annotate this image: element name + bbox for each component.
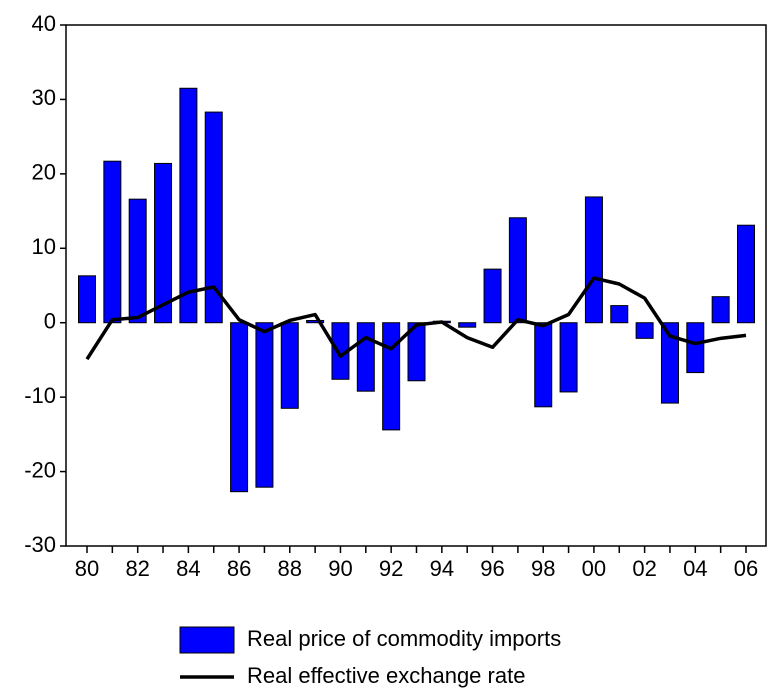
y-tick-label: -30	[24, 532, 56, 557]
x-tick-label: 98	[531, 556, 555, 581]
bar	[230, 322, 249, 493]
bar	[280, 322, 299, 409]
bar	[483, 268, 502, 324]
y-tick-label: -10	[24, 383, 56, 408]
x-tick-label: 88	[278, 556, 302, 581]
y-tick-label: 30	[32, 85, 56, 110]
legend-label: Real price of commodity imports	[247, 626, 561, 651]
line	[85, 276, 747, 361]
x-tick-label: 04	[683, 556, 707, 581]
bar	[686, 322, 705, 374]
bar	[306, 319, 325, 324]
legend-label: Real effective exchange rate	[247, 663, 525, 688]
bar	[128, 198, 147, 324]
bar	[559, 322, 578, 393]
bar	[534, 322, 553, 408]
bar	[382, 322, 401, 431]
x-tick-label: 94	[430, 556, 454, 581]
x-tick-label: 96	[480, 556, 504, 581]
x-tick-label: 80	[75, 556, 99, 581]
bar	[584, 196, 603, 324]
bar	[458, 322, 477, 328]
x-tick-label: 06	[734, 556, 758, 581]
bar	[179, 87, 198, 324]
bar	[356, 322, 375, 392]
bar	[78, 275, 96, 324]
bar	[610, 305, 629, 324]
x-tick-label: 84	[176, 556, 200, 581]
x-tick-label: 92	[379, 556, 403, 581]
legend-swatch	[179, 626, 235, 654]
x-tick-label: 86	[227, 556, 251, 581]
bar	[154, 162, 173, 324]
bar	[204, 111, 223, 324]
y-tick-label: 40	[32, 11, 56, 36]
bar	[103, 160, 122, 324]
bar	[407, 322, 426, 382]
bar	[508, 217, 527, 324]
bar	[737, 224, 755, 324]
bar	[255, 322, 274, 488]
y-tick-label: 10	[32, 234, 56, 259]
x-tick-label: 00	[582, 556, 606, 581]
y-tick-label: -20	[24, 457, 56, 482]
x-tick-label: 90	[328, 556, 352, 581]
bar	[660, 322, 679, 404]
y-tick-label: 0	[44, 309, 56, 334]
x-tick-label: 02	[632, 556, 656, 581]
bar	[711, 296, 730, 324]
y-tick-label: 20	[32, 160, 56, 185]
bar	[635, 322, 654, 339]
x-tick-label: 82	[125, 556, 149, 581]
